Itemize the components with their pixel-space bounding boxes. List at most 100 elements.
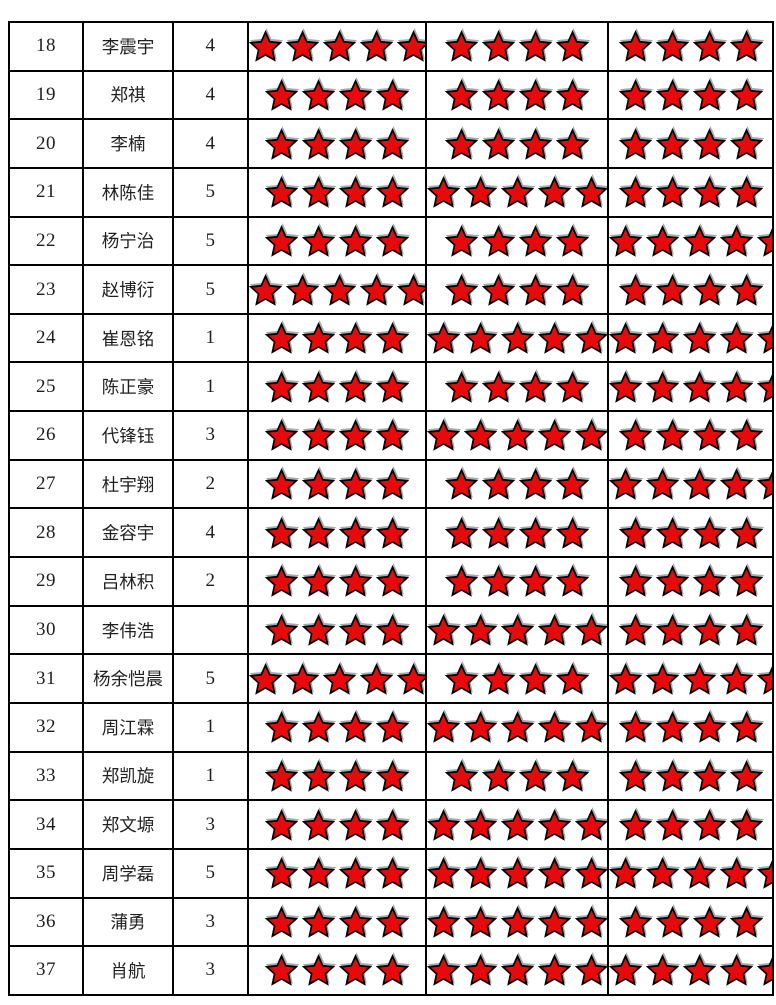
star-rating-cell-3 xyxy=(607,799,774,850)
table-row: 19 郑祺 4 xyxy=(8,69,774,121)
star-icon xyxy=(464,857,497,889)
star-rating-cell-1 xyxy=(247,750,427,802)
score-cell: 3 xyxy=(172,896,249,948)
star-icon xyxy=(339,565,372,598)
star-icon xyxy=(692,30,726,63)
star-icon xyxy=(265,516,298,549)
star-icon xyxy=(482,468,515,500)
star-rating-3 xyxy=(618,79,763,111)
table-body: 18 李震宇 4 19 郑祺 4 20 李楠 4 21 林陈佳 5 22 杨宁治… xyxy=(8,21,774,996)
star-icon xyxy=(618,808,652,841)
star-rating-cell-3 xyxy=(607,750,774,802)
student-name-cell: 杜宇翔 xyxy=(82,458,174,510)
star-icon xyxy=(265,176,298,208)
star-icon xyxy=(692,565,726,598)
star-rating-cell-2 xyxy=(425,507,609,559)
star-rating-cell-3 xyxy=(607,507,774,559)
star-icon xyxy=(655,808,689,841)
star-rating-2 xyxy=(428,419,606,452)
star-icon xyxy=(302,565,335,598)
star-icon xyxy=(575,905,606,938)
star-icon xyxy=(618,127,652,160)
star-icon xyxy=(501,808,534,841)
star-rating-2 xyxy=(445,273,589,306)
star-rating-cell-2 xyxy=(425,750,609,802)
star-icon xyxy=(482,224,515,257)
star-icon xyxy=(482,30,515,63)
star-icon xyxy=(302,857,335,889)
star-rating-2 xyxy=(428,322,606,354)
star-rating-cell-2 xyxy=(425,556,609,607)
star-icon xyxy=(286,273,319,306)
star-icon xyxy=(482,516,515,549)
star-icon xyxy=(720,857,753,889)
star-icon xyxy=(445,516,478,549)
star-rating-cell-2 xyxy=(425,166,609,218)
star-rating-cell-1 xyxy=(247,215,427,267)
star-rating-cell-1 xyxy=(247,410,427,461)
star-icon xyxy=(464,954,497,987)
star-rating-1 xyxy=(265,419,409,452)
score-cell: 3 xyxy=(172,945,249,996)
star-icon xyxy=(556,224,589,257)
star-rating-cell-2 xyxy=(425,21,609,72)
star-icon xyxy=(519,79,552,111)
star-rating-2 xyxy=(445,370,589,403)
star-icon xyxy=(302,79,335,111)
star-icon xyxy=(323,273,356,306)
star-icon xyxy=(265,954,298,987)
star-icon xyxy=(519,516,552,549)
star-icon xyxy=(692,419,726,452)
star-icon xyxy=(655,419,689,452)
star-icon xyxy=(376,79,409,111)
star-icon xyxy=(464,176,497,208)
star-rating-3 xyxy=(610,954,771,987)
star-icon xyxy=(376,711,409,744)
star-icon xyxy=(482,127,515,160)
star-icon xyxy=(610,954,642,987)
star-rating-cell-2 xyxy=(425,410,609,461)
star-icon xyxy=(482,370,515,403)
star-rating-2 xyxy=(445,468,589,500)
table-row: 34 郑文塬 3 xyxy=(8,799,774,850)
star-icon xyxy=(265,322,298,354)
score-cell: 4 xyxy=(172,118,249,169)
star-icon xyxy=(757,376,771,403)
star-icon xyxy=(538,711,571,744)
star-icon xyxy=(501,857,534,889)
star-icon xyxy=(428,954,460,987)
star-icon xyxy=(575,322,606,354)
star-icon xyxy=(428,808,460,841)
table-row: 21 林陈佳 5 xyxy=(8,166,774,218)
star-rating-3 xyxy=(618,516,763,549)
star-rating-3 xyxy=(618,760,763,792)
star-icon xyxy=(501,322,534,354)
star-icon xyxy=(618,711,652,744)
star-rating-cell-2 xyxy=(425,361,609,413)
star-icon xyxy=(556,273,589,306)
star-icon xyxy=(501,954,534,987)
star-rating-cell-3 xyxy=(607,458,774,510)
student-name-cell: 李震宇 xyxy=(82,21,174,72)
star-icon xyxy=(302,808,335,841)
star-rating-1 xyxy=(265,468,409,500)
star-icon xyxy=(339,905,372,938)
star-icon xyxy=(538,808,571,841)
student-name-cell: 金容宇 xyxy=(82,507,174,559)
star-icon xyxy=(610,224,642,257)
star-icon xyxy=(339,857,372,889)
star-rating-2 xyxy=(445,662,589,695)
table-row: 28 金容宇 4 xyxy=(8,507,774,559)
star-rating-3 xyxy=(610,322,771,354)
score-cell: 5 xyxy=(172,166,249,218)
star-rating-cell-1 xyxy=(247,69,427,121)
star-icon xyxy=(618,30,652,63)
star-icon xyxy=(646,370,679,403)
score-cell: 4 xyxy=(172,69,249,121)
star-rating-2 xyxy=(428,954,606,987)
star-icon xyxy=(692,79,726,111)
star-icon xyxy=(757,327,771,354)
star-rating-cell-1 xyxy=(247,945,427,996)
star-icon xyxy=(575,808,606,841)
